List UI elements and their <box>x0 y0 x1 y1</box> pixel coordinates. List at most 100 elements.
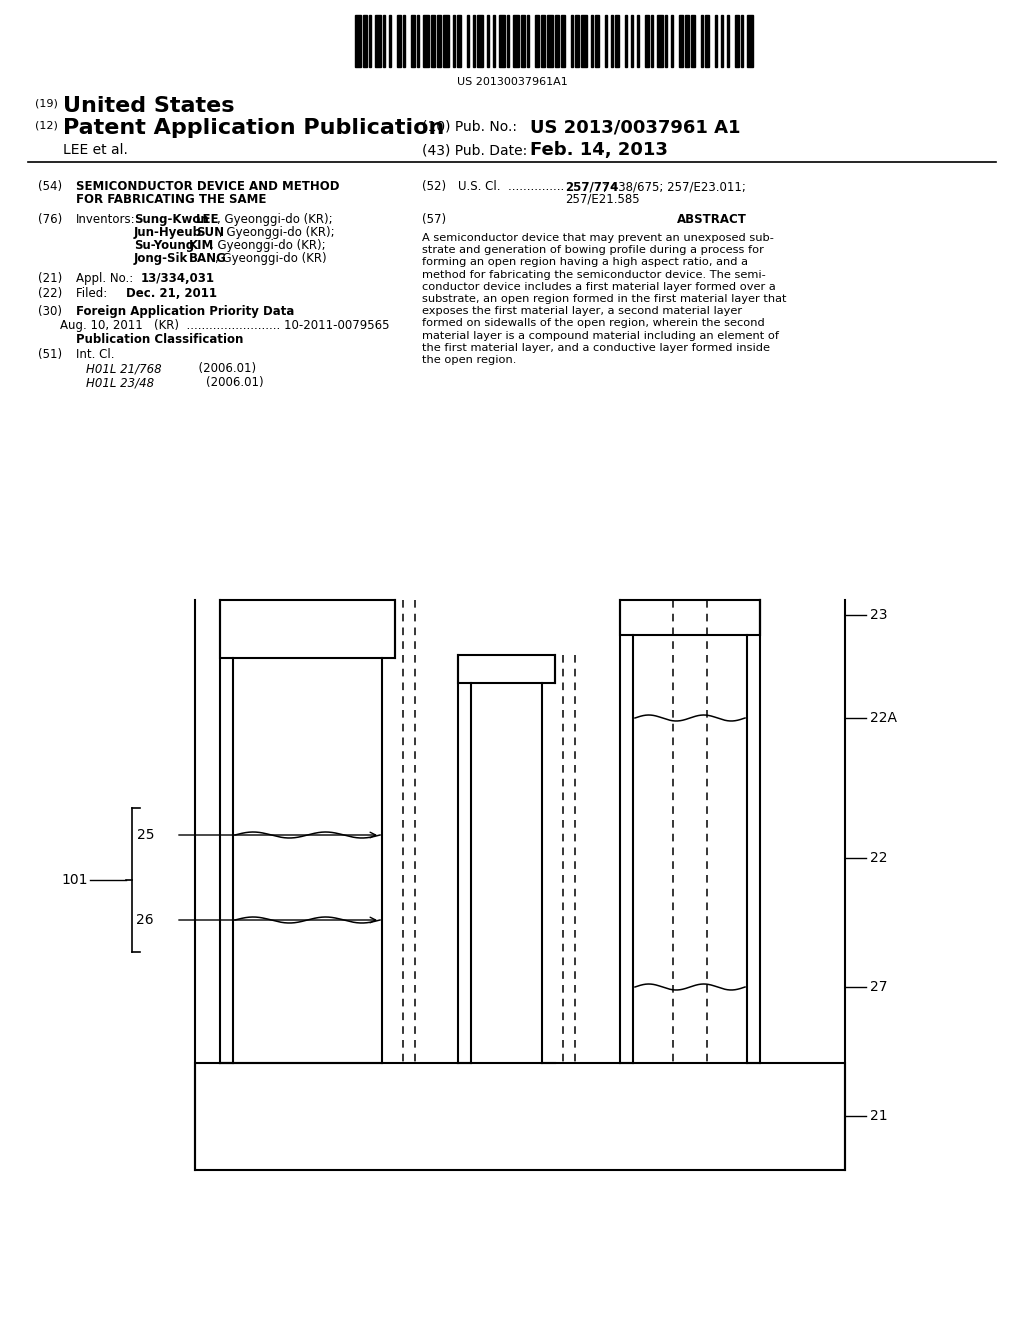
Text: formed on sidewalls of the open region, wherein the second: formed on sidewalls of the open region, … <box>422 318 765 329</box>
Bar <box>453 15 455 67</box>
Text: ; 438/675; 257/E23.011;: ; 438/675; 257/E23.011; <box>603 180 745 193</box>
Bar <box>375 15 381 67</box>
Bar <box>220 601 395 657</box>
Text: (10) Pub. No.:: (10) Pub. No.: <box>422 120 517 135</box>
Text: (19): (19) <box>35 98 58 108</box>
Text: (51): (51) <box>38 348 62 360</box>
Bar <box>591 15 593 67</box>
Text: (2006.01): (2006.01) <box>161 362 256 375</box>
Text: Foreign Application Priority Data: Foreign Application Priority Data <box>76 305 294 318</box>
Text: 257/774: 257/774 <box>565 180 618 193</box>
Bar <box>575 15 579 67</box>
Text: the open region.: the open region. <box>422 355 516 366</box>
Text: material layer is a compound material including an element of: material layer is a compound material in… <box>422 330 779 341</box>
Bar <box>741 15 743 67</box>
Text: 25: 25 <box>136 828 154 842</box>
Bar <box>555 15 559 67</box>
Text: Filed:: Filed: <box>76 286 133 300</box>
Text: 22A: 22A <box>870 711 897 725</box>
Bar <box>403 15 406 67</box>
Bar <box>571 15 573 67</box>
Bar <box>535 15 539 67</box>
Bar <box>715 15 717 67</box>
Text: LEE: LEE <box>196 213 219 226</box>
Bar <box>637 15 639 67</box>
Bar <box>443 15 449 67</box>
Text: exposes the first material layer, a second material layer: exposes the first material layer, a seco… <box>422 306 742 317</box>
Bar <box>581 15 587 67</box>
Text: (22): (22) <box>38 286 62 300</box>
Bar <box>705 15 709 67</box>
Text: Dec. 21, 2011: Dec. 21, 2011 <box>126 286 217 300</box>
Text: (12): (12) <box>35 120 58 129</box>
Text: Aug. 10, 2011   (KR)  ......................... 10-2011-0079565: Aug. 10, 2011 (KR) .....................… <box>60 319 389 333</box>
Bar <box>625 15 627 67</box>
Text: 101: 101 <box>61 873 88 887</box>
Text: H01L 21/768: H01L 21/768 <box>86 362 162 375</box>
Text: Patent Application Publication: Patent Application Publication <box>63 117 444 139</box>
Text: FOR FABRICATING THE SAME: FOR FABRICATING THE SAME <box>76 193 266 206</box>
Bar <box>473 15 475 67</box>
Text: LEE et al.: LEE et al. <box>63 143 128 157</box>
Text: BANG: BANG <box>189 252 227 265</box>
Text: , Gyeonggi-do (KR);: , Gyeonggi-do (KR); <box>210 239 326 252</box>
Bar <box>631 15 633 67</box>
Bar <box>645 15 649 67</box>
Bar <box>355 15 361 67</box>
Bar <box>527 15 529 67</box>
Text: Sung-Kwon: Sung-Kwon <box>134 213 209 226</box>
Text: Publication Classification: Publication Classification <box>76 333 244 346</box>
Text: 21: 21 <box>870 1109 888 1123</box>
Bar <box>615 15 618 67</box>
Text: 13/334,031: 13/334,031 <box>141 272 215 285</box>
Text: the first material layer, and a conductive layer formed inside: the first material layer, and a conducti… <box>422 343 770 352</box>
Bar <box>477 15 483 67</box>
Text: Inventors:: Inventors: <box>76 213 135 226</box>
Text: (54): (54) <box>38 180 62 193</box>
Text: Int. Cl.: Int. Cl. <box>76 348 115 360</box>
Text: , Gyeonggi-do (KR): , Gyeonggi-do (KR) <box>215 252 327 265</box>
Bar <box>411 15 415 67</box>
Text: Jong-Sik: Jong-Sik <box>134 252 188 265</box>
Text: Su-Young: Su-Young <box>134 239 195 252</box>
Bar <box>541 15 545 67</box>
Bar <box>735 15 739 67</box>
Text: (2006.01): (2006.01) <box>161 376 263 389</box>
Text: (43) Pub. Date:: (43) Pub. Date: <box>422 143 527 157</box>
Bar <box>620 601 760 635</box>
Text: KIM: KIM <box>189 239 214 252</box>
Text: US 20130037961A1: US 20130037961A1 <box>457 77 567 87</box>
Bar <box>685 15 689 67</box>
Bar <box>701 15 703 67</box>
Text: strate and generation of bowing profile during a process for: strate and generation of bowing profile … <box>422 246 764 255</box>
Text: Jun-Hyeub: Jun-Hyeub <box>134 226 202 239</box>
Bar <box>657 15 663 67</box>
Text: 22: 22 <box>870 851 888 865</box>
Text: ABSTRACT: ABSTRACT <box>677 213 746 226</box>
Text: A semiconductor device that may prevent an unexposed sub-: A semiconductor device that may prevent … <box>422 234 774 243</box>
Bar <box>547 15 553 67</box>
Bar <box>457 15 461 67</box>
Bar <box>507 15 509 67</box>
Text: (76): (76) <box>38 213 62 226</box>
Bar <box>513 15 519 67</box>
Bar <box>397 15 401 67</box>
Bar <box>417 15 419 67</box>
Bar <box>499 15 505 67</box>
Text: (21): (21) <box>38 272 62 285</box>
Text: conductor device includes a first material layer formed over a: conductor device includes a first materi… <box>422 281 776 292</box>
Bar <box>605 15 607 67</box>
Text: , Gyeonggi-do (KR);: , Gyeonggi-do (KR); <box>217 213 333 226</box>
Text: , Gyeonggi-do (KR);: , Gyeonggi-do (KR); <box>219 226 335 239</box>
Text: 27: 27 <box>870 979 888 994</box>
Bar <box>493 15 495 67</box>
Text: method for fabricating the semiconductor device. The semi-: method for fabricating the semiconductor… <box>422 269 766 280</box>
Text: U.S. Cl.  ...............: U.S. Cl. ............... <box>458 180 568 193</box>
Bar <box>431 15 435 67</box>
Bar <box>651 15 653 67</box>
Bar <box>467 15 469 67</box>
Text: US 2013/0037961 A1: US 2013/0037961 A1 <box>530 117 740 136</box>
Bar <box>362 15 367 67</box>
Bar <box>665 15 667 67</box>
Text: United States: United States <box>63 96 234 116</box>
